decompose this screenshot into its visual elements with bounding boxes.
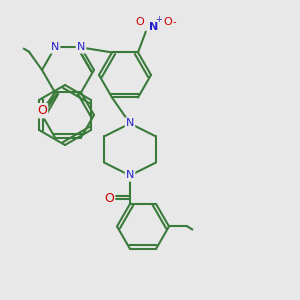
Text: O: O — [37, 104, 47, 117]
Text: N: N — [51, 43, 59, 52]
Text: N: N — [126, 170, 134, 181]
Text: O: O — [164, 17, 172, 27]
Text: -: - — [172, 17, 176, 27]
Text: N: N — [149, 22, 158, 32]
Text: N: N — [126, 118, 134, 128]
Text: O: O — [135, 17, 144, 27]
Text: +: + — [155, 15, 162, 24]
Text: N: N — [77, 43, 85, 52]
Text: O: O — [104, 192, 114, 206]
